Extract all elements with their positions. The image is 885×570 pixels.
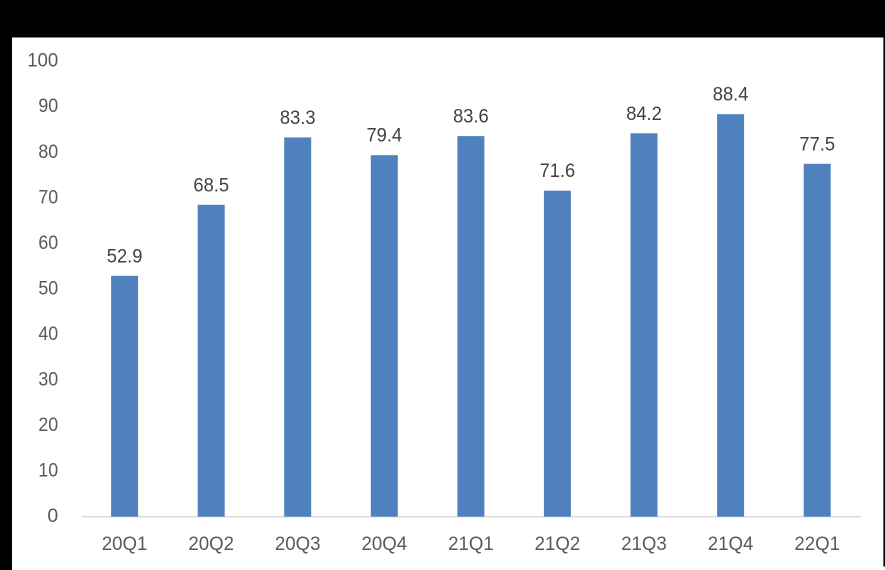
svg-text:83.6: 83.6 bbox=[453, 106, 489, 128]
svg-text:77.5: 77.5 bbox=[799, 133, 835, 155]
svg-text:70: 70 bbox=[38, 186, 58, 208]
svg-text:79.4: 79.4 bbox=[367, 125, 403, 147]
svg-text:50: 50 bbox=[38, 277, 58, 299]
svg-text:22Q1: 22Q1 bbox=[794, 533, 840, 555]
svg-text:52.9: 52.9 bbox=[107, 245, 143, 267]
svg-text:30: 30 bbox=[38, 368, 58, 390]
svg-text:20Q4: 20Q4 bbox=[362, 533, 408, 555]
svg-text:20Q3: 20Q3 bbox=[275, 533, 321, 555]
svg-text:0: 0 bbox=[47, 505, 58, 527]
svg-text:20: 20 bbox=[38, 414, 58, 436]
svg-text:68.5: 68.5 bbox=[193, 174, 229, 196]
svg-text:88.4: 88.4 bbox=[713, 84, 749, 106]
svg-text:90: 90 bbox=[38, 95, 58, 117]
svg-text:100: 100 bbox=[27, 50, 58, 72]
svg-text:84.2: 84.2 bbox=[626, 103, 662, 125]
svg-text:71.6: 71.6 bbox=[540, 160, 576, 182]
svg-text:20Q2: 20Q2 bbox=[188, 533, 234, 555]
svg-text:21Q3: 21Q3 bbox=[621, 533, 667, 555]
svg-text:83.3: 83.3 bbox=[280, 107, 316, 129]
svg-text:80: 80 bbox=[38, 141, 58, 163]
svg-text:21Q2: 21Q2 bbox=[535, 533, 581, 555]
svg-text:40: 40 bbox=[38, 323, 58, 345]
svg-text:60: 60 bbox=[38, 232, 58, 254]
svg-text:21Q4: 21Q4 bbox=[708, 533, 754, 555]
svg-text:21Q1: 21Q1 bbox=[448, 533, 494, 555]
svg-text:10: 10 bbox=[38, 460, 58, 482]
svg-text:20Q1: 20Q1 bbox=[102, 533, 148, 555]
